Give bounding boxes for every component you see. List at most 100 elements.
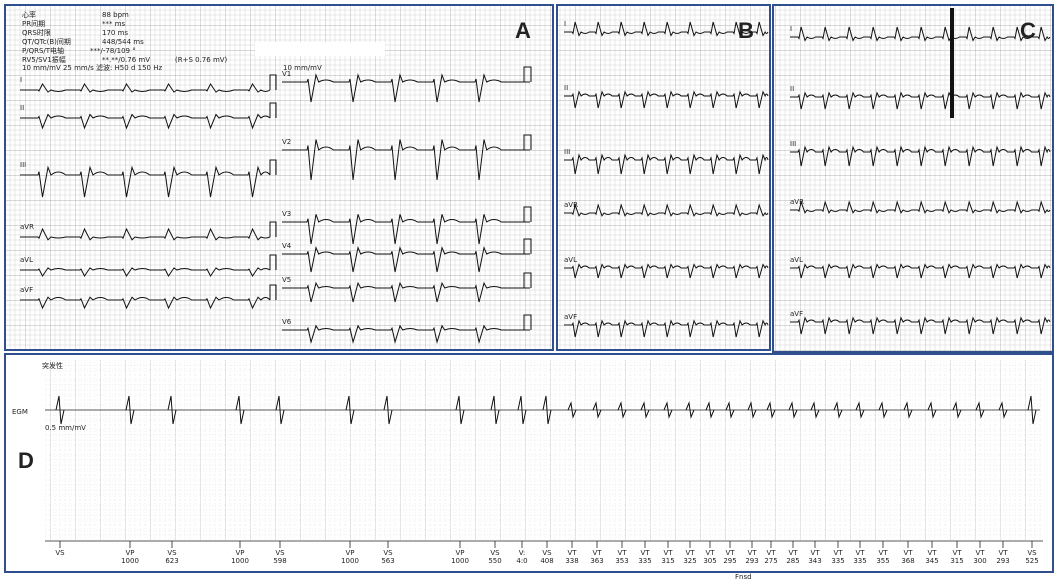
egm-spike [663,401,673,419]
footer: Fnsd [735,573,752,581]
panel-label: A [515,18,531,43]
header-value: 170 ms [102,29,128,37]
egm-grid [45,360,1043,540]
egm-spike [617,401,627,419]
calibration [523,134,532,150]
lead-label: aVL [564,256,577,264]
egm-spike [705,401,715,419]
egm-spike [275,395,285,425]
ecg-trace [564,203,769,217]
header-value: **.**/0.76 mV [102,56,150,64]
header-label: 心率 [22,10,36,19]
marker-interval: 315 [950,557,963,565]
ecg-trace [790,91,1051,110]
lead-label: III [20,161,26,169]
marker-type: VP [125,549,134,557]
settings: 10 mm/mV 25 mm/s 滤波: H50 d 150 Hz [22,63,162,72]
egm-spike [455,395,465,425]
egm-spike [878,401,888,419]
panel-b [556,4,771,351]
ecg-trace [564,90,769,109]
lead-label: III [790,140,796,148]
ecg-trace [282,73,530,103]
strip-title: 突发性 [42,361,63,370]
calibration [269,284,277,300]
ecg-trace [20,83,271,93]
calibration [523,66,532,82]
egm-spike [766,401,776,419]
calibration [269,159,277,175]
blank-box [255,42,385,56]
calibration [269,254,277,270]
marker-interval: 4:0 [516,557,527,565]
marker-type: VT [810,549,820,557]
header-label: QT/QTc(B)间期 [22,38,71,46]
ecg-trace [790,26,1051,42]
marker-interval: 550 [488,557,501,565]
ecg-trace [790,200,1051,214]
lead-label: aVF [20,286,33,294]
lead-label: V1 [282,70,291,78]
marker-interval: 363 [590,557,603,565]
lead-label: aVR [790,198,804,206]
marker-type: VT [592,549,602,557]
egm-spike [640,401,650,419]
marker-interval: 338 [565,557,578,565]
marker-interval: 315 [661,557,674,565]
marker-type: VT [705,549,715,557]
lead-label: V3 [282,210,291,218]
marker-interval: 598 [273,557,286,565]
panel-label: D [18,448,34,473]
ecg-trace [282,214,530,245]
calibration [523,272,532,288]
channel-label: EGM [12,408,28,416]
egm-spike [903,401,913,419]
egm-spike [855,401,865,419]
marker-interval: 353 [615,557,628,565]
marker-type: VT [903,549,913,557]
ecg-trace [564,21,769,37]
marker-interval: 335 [853,557,866,565]
lead-label: II [564,84,568,92]
marker-interval: 293 [996,557,1009,565]
calibration [269,74,277,90]
lead-label: aVF [564,313,577,321]
header-note: (R+S 0.76 mV) [175,56,228,64]
marker-type: VT [788,549,798,557]
lead-label: III [564,148,570,156]
marker-interval: 305 [703,557,716,565]
panel-a [4,4,554,351]
calibration [523,206,532,222]
egm-spike [1027,395,1037,425]
marker-interval: 285 [786,557,799,565]
panel-label: B [738,18,754,43]
calibration [523,314,532,330]
egm-spike [490,395,500,425]
marker-type: VT [833,549,843,557]
marker-type: VS [1027,549,1037,557]
egm-spike [542,395,552,425]
marker-interval: 1000 [121,557,139,565]
ecg-trace [20,113,271,130]
header-value: 448/544 ms [102,38,144,46]
marker-type: VT [663,549,673,557]
marker-type: VS [275,549,285,557]
ecg-trace [282,246,530,273]
ecg-trace [790,316,1051,335]
marker-type: VT [927,549,937,557]
egm-spike [747,401,757,419]
marker-type: VT [685,549,695,557]
header-value: *** ms [102,20,126,28]
marker-type: VT [975,549,985,557]
calibration [269,221,277,237]
ecg-trace [564,263,769,279]
marker-interval: 293 [745,557,758,565]
egm-spike [235,395,245,425]
marker-interval: 295 [723,557,736,565]
ecg-trace [564,153,769,175]
marker-type: VS [490,549,500,557]
marker-interval: 408 [540,557,553,565]
marker-type: VT [878,549,888,557]
header-label: P/QRS/T电轴 [22,46,64,55]
